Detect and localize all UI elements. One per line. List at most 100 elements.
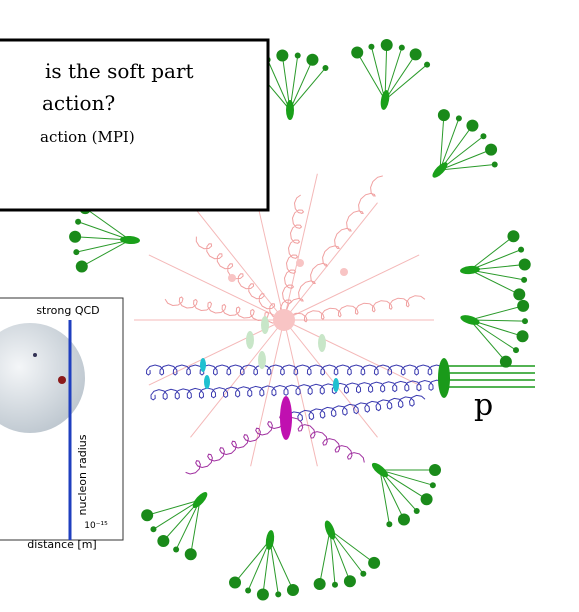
question-line: action? bbox=[42, 91, 115, 115]
hadron bbox=[517, 300, 529, 312]
hadron bbox=[386, 521, 392, 527]
hadron bbox=[466, 120, 478, 132]
hadron bbox=[276, 50, 288, 62]
hadron bbox=[430, 482, 436, 488]
hadron bbox=[368, 44, 374, 50]
hard-blob bbox=[280, 396, 292, 440]
hadron bbox=[421, 493, 433, 505]
hadron-track bbox=[82, 240, 130, 266]
hadron bbox=[150, 526, 156, 532]
remnant bbox=[246, 331, 254, 349]
hadron bbox=[480, 133, 486, 139]
hadron bbox=[141, 509, 153, 521]
cluster bbox=[200, 358, 206, 372]
cluster bbox=[333, 378, 339, 392]
cluster bbox=[204, 375, 210, 389]
hadron-track bbox=[385, 54, 416, 100]
parton bbox=[33, 353, 37, 357]
hadron bbox=[322, 65, 328, 71]
hadron bbox=[229, 576, 241, 588]
hadron-track bbox=[380, 470, 433, 485]
remnant bbox=[261, 316, 269, 334]
soft-line bbox=[190, 203, 284, 320]
hadron bbox=[257, 589, 269, 601]
hadron bbox=[398, 514, 410, 526]
hadron bbox=[399, 45, 405, 51]
gluon bbox=[286, 418, 365, 463]
hadron bbox=[521, 277, 527, 283]
soft-blob bbox=[273, 309, 295, 331]
hadron bbox=[522, 318, 528, 324]
hadron bbox=[517, 330, 529, 342]
hadron-track bbox=[470, 270, 519, 294]
hadron bbox=[519, 259, 531, 271]
radius-label: nucleon radius bbox=[76, 434, 89, 515]
hadron bbox=[500, 356, 512, 368]
hadron bbox=[424, 62, 430, 68]
hadron bbox=[332, 582, 338, 588]
proton bbox=[438, 358, 450, 398]
hadron bbox=[245, 587, 251, 593]
hadron bbox=[157, 535, 169, 547]
inset-plot: strong QCD nucleon radius 10⁻¹⁵ distance… bbox=[0, 298, 123, 551]
hadron bbox=[513, 288, 525, 300]
proton-label: p bbox=[474, 388, 493, 423]
gluon bbox=[287, 395, 425, 422]
inset-label: strong QCD bbox=[36, 304, 99, 317]
hadron-track bbox=[371, 47, 385, 100]
hadron bbox=[456, 115, 462, 121]
hadron bbox=[381, 39, 393, 51]
tick-label: 10⁻¹⁵ bbox=[84, 521, 108, 531]
soft-line bbox=[149, 255, 284, 320]
hadron bbox=[275, 591, 281, 597]
hadron bbox=[414, 508, 420, 514]
hadron bbox=[173, 547, 179, 553]
cluster bbox=[286, 100, 294, 120]
hadron bbox=[75, 219, 81, 225]
hadron-track bbox=[385, 65, 427, 100]
parton bbox=[58, 376, 66, 384]
hadron bbox=[344, 575, 356, 587]
hadron-track bbox=[85, 208, 130, 240]
soft-line bbox=[284, 320, 419, 385]
hadron bbox=[295, 53, 301, 59]
hadron-track bbox=[470, 236, 513, 270]
hadron bbox=[314, 578, 326, 590]
hadron bbox=[492, 162, 498, 168]
gluon bbox=[196, 237, 285, 319]
hadron bbox=[69, 231, 81, 243]
hadron-track bbox=[147, 500, 200, 515]
soft-line bbox=[284, 255, 419, 320]
soft-blob bbox=[340, 268, 348, 276]
hadron bbox=[185, 548, 197, 560]
hadron bbox=[410, 48, 422, 60]
hadron bbox=[513, 347, 519, 353]
hadron bbox=[73, 249, 79, 255]
slide: is the soft part action? action (MPI) st… bbox=[0, 0, 579, 612]
remnant bbox=[258, 351, 266, 369]
hadron bbox=[368, 557, 380, 569]
hadron bbox=[485, 144, 497, 156]
soft-line bbox=[251, 320, 284, 466]
hadron bbox=[429, 464, 441, 476]
hadron-track bbox=[470, 306, 523, 320]
soft-blob bbox=[228, 274, 236, 282]
cluster bbox=[120, 235, 140, 244]
question-line: action (MPI) bbox=[40, 128, 135, 146]
question-line: is the soft part bbox=[45, 59, 194, 83]
hadron bbox=[438, 109, 450, 121]
hadron bbox=[507, 230, 519, 242]
hadron bbox=[76, 260, 88, 272]
hadron-track bbox=[235, 540, 270, 582]
hadron-track bbox=[470, 320, 506, 362]
hadron-track bbox=[320, 530, 330, 584]
hadron bbox=[287, 584, 299, 596]
remnant bbox=[318, 334, 326, 352]
hadron-track bbox=[357, 53, 385, 100]
soft-blob bbox=[296, 259, 304, 267]
hadron bbox=[360, 571, 366, 577]
axis-label: distance [m] bbox=[27, 538, 96, 551]
hadron bbox=[306, 54, 318, 66]
hadron bbox=[518, 247, 524, 253]
hadron bbox=[351, 47, 363, 59]
